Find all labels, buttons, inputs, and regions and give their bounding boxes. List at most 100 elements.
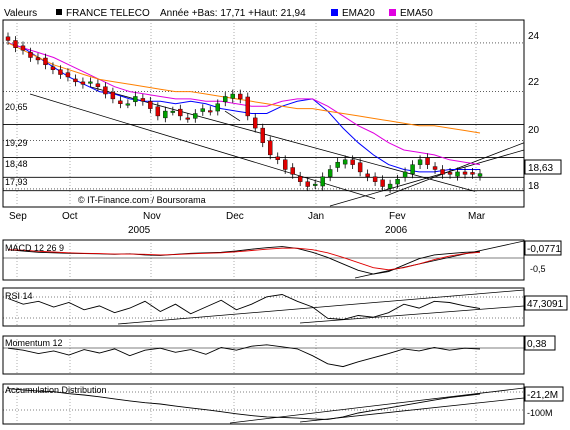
rsi-grid bbox=[16, 288, 477, 326]
indicator-line-3-0 bbox=[7, 344, 481, 368]
candle-body-2 bbox=[20, 45, 26, 51]
trend-line-4 bbox=[224, 110, 241, 122]
candle-body-18 bbox=[140, 98, 146, 102]
rsi-value-box bbox=[524, 295, 568, 311]
candle-body-52 bbox=[395, 179, 400, 185]
rsi-title: RSI 14 bbox=[5, 291, 33, 301]
candle-body-47 bbox=[357, 162, 363, 173]
candle-body-27 bbox=[208, 110, 213, 113]
level-label-1929: 19,29 bbox=[5, 138, 28, 148]
month-sep: Sep bbox=[9, 211, 27, 222]
indicator-line-1-1 bbox=[7, 247, 481, 271]
legend-swatch-ema50 bbox=[389, 9, 396, 16]
year-2005: 2005 bbox=[128, 225, 151, 236]
legend-swatch-ema20 bbox=[331, 9, 338, 16]
ad-value: -21,2M bbox=[527, 390, 558, 401]
level-label-1848: 18,48 bbox=[5, 159, 28, 169]
month-jan: Jan bbox=[308, 211, 324, 222]
candle-body-8 bbox=[65, 72, 71, 78]
candle-body-7 bbox=[58, 69, 63, 75]
candle-body-63 bbox=[477, 173, 483, 177]
ema-lines bbox=[7, 42, 481, 173]
momentum-grid bbox=[16, 336, 477, 374]
candle-body-14 bbox=[110, 91, 116, 100]
candle-body-58 bbox=[440, 169, 445, 175]
candle-body-29 bbox=[223, 96, 228, 103]
month-fev: Fev bbox=[389, 211, 406, 222]
macd-tick: -0,5 bbox=[530, 264, 546, 274]
candle-body-26 bbox=[200, 108, 205, 112]
macd-lines bbox=[3, 240, 525, 279]
candle-body-62 bbox=[470, 172, 475, 175]
candle-body-17 bbox=[133, 96, 138, 103]
macd-title: MACD 12 26 9 bbox=[5, 243, 64, 253]
candle-body-36 bbox=[275, 156, 280, 160]
candle-body-31 bbox=[238, 93, 243, 100]
candle-body-13 bbox=[103, 86, 108, 95]
candle-body-49 bbox=[372, 176, 378, 182]
candle-body-33 bbox=[253, 117, 258, 129]
candle-body-12 bbox=[95, 83, 101, 87]
rsi-panel-frame bbox=[2, 287, 525, 327]
month-dec: Dec bbox=[226, 211, 244, 222]
candle-body-1 bbox=[13, 40, 18, 48]
trend-lines bbox=[29, 86, 525, 207]
momentum-value: 0,38 bbox=[527, 339, 547, 350]
last-price: 18,63 bbox=[528, 163, 553, 174]
trend-line-2 bbox=[329, 149, 525, 207]
candle-body-44 bbox=[335, 161, 340, 168]
candle-body-53 bbox=[402, 171, 408, 178]
candle-body-40 bbox=[305, 181, 310, 187]
candle-body-41 bbox=[312, 183, 318, 186]
rsi-trend-line-0 bbox=[117, 289, 525, 325]
macd-grid bbox=[16, 240, 477, 280]
candle-body-16 bbox=[125, 103, 131, 106]
y-tick-22: 22 bbox=[528, 77, 540, 88]
ad-grid bbox=[16, 384, 477, 424]
candle-body-48 bbox=[365, 173, 370, 177]
macd-value: -0,0771 bbox=[527, 244, 561, 255]
candle-body-25 bbox=[193, 113, 198, 119]
trend-line-0 bbox=[29, 93, 376, 200]
momentum-value-box bbox=[524, 335, 556, 351]
candle-body-56 bbox=[425, 157, 430, 165]
ad-value-box bbox=[524, 386, 564, 402]
instrument-name: FRANCE TELECO bbox=[66, 8, 150, 19]
y-tick-20: 20 bbox=[528, 125, 540, 136]
ema-line-1 bbox=[7, 42, 481, 166]
candle-body-21 bbox=[163, 110, 168, 119]
ad-lines bbox=[3, 387, 525, 424]
year-range: Année +Bas: 17,71 +Haut: 21,94 bbox=[160, 8, 306, 19]
indicator-line-4-0 bbox=[7, 388, 481, 420]
candle-body-57 bbox=[432, 166, 438, 170]
rsi-value: 47,3091 bbox=[527, 299, 564, 310]
year-2006: 2006 bbox=[385, 225, 408, 236]
price-panel-frame bbox=[2, 19, 525, 208]
ad-tick: -100M bbox=[527, 408, 553, 418]
macd-value-box bbox=[524, 240, 562, 256]
candles bbox=[5, 32, 483, 193]
candle-body-23 bbox=[178, 108, 183, 117]
candle-body-42 bbox=[320, 176, 325, 187]
y-tick-24: 24 bbox=[528, 31, 540, 42]
credit: © IT-Finance.com / Boursorama bbox=[78, 195, 206, 205]
candle-body-51 bbox=[387, 183, 393, 189]
indicator-line-2-0 bbox=[7, 294, 481, 320]
candle-body-34 bbox=[260, 127, 265, 143]
momentum-title: Momentum 12 bbox=[5, 338, 63, 348]
candle-body-15 bbox=[118, 100, 123, 104]
legend-ema20: EMA20 bbox=[342, 8, 375, 19]
candle-body-35 bbox=[268, 140, 273, 156]
momentum-panel-frame bbox=[2, 335, 525, 375]
candle-body-22 bbox=[170, 110, 176, 113]
legend-ema50: EMA50 bbox=[400, 8, 433, 19]
ad-trend-line-0 bbox=[229, 387, 525, 424]
candle-body-37 bbox=[283, 159, 288, 170]
candle-body-59 bbox=[447, 172, 453, 175]
level-label-1793: 17,93 bbox=[5, 177, 28, 187]
candle-body-46 bbox=[350, 159, 355, 165]
candle-body-0 bbox=[5, 36, 11, 41]
momentum-lines bbox=[3, 344, 524, 368]
month-nov: Nov bbox=[143, 211, 161, 222]
